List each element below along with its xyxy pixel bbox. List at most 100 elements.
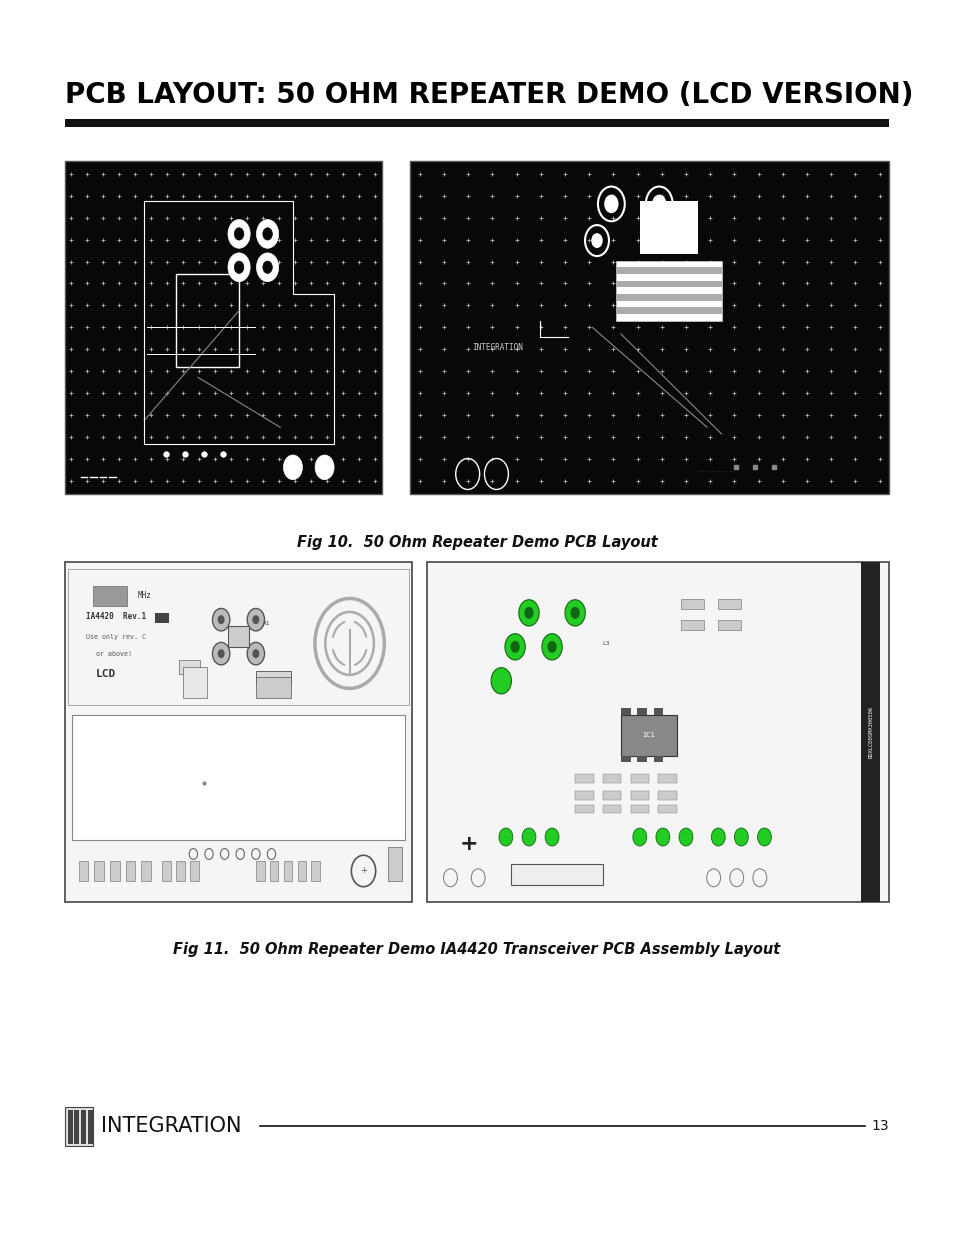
Bar bbox=[680, 599, 703, 610]
Text: IC1: IC1 bbox=[642, 732, 655, 739]
Text: Use only rev. C: Use only rev. C bbox=[86, 634, 146, 640]
Bar bbox=[653, 756, 662, 762]
Text: LCD: LCD bbox=[96, 669, 116, 679]
Bar bbox=[680, 620, 703, 630]
Circle shape bbox=[734, 827, 747, 846]
Bar bbox=[255, 671, 291, 684]
Bar bbox=[637, 708, 646, 715]
Circle shape bbox=[228, 220, 250, 248]
Circle shape bbox=[234, 261, 244, 273]
Circle shape bbox=[656, 827, 669, 846]
Text: X1: X1 bbox=[262, 620, 270, 626]
Bar bbox=[255, 677, 291, 698]
Bar bbox=[620, 715, 676, 756]
Bar bbox=[861, 562, 879, 902]
Bar bbox=[620, 756, 630, 762]
Text: . . . . . . . . . . .: . . . . . . . . . . . bbox=[697, 468, 734, 473]
Text: Fig 11.  50 Ohm Repeater Demo IA4420 Transceiver PCB Assembly Layout: Fig 11. 50 Ohm Repeater Demo IA4420 Tran… bbox=[173, 942, 780, 957]
Bar bbox=[630, 774, 648, 783]
Bar bbox=[110, 861, 120, 882]
Circle shape bbox=[256, 220, 278, 248]
Text: IA4420  Rev.1: IA4420 Rev.1 bbox=[86, 611, 146, 621]
Text: Fig 10.  50 Ohm Repeater Demo PCB Layout: Fig 10. 50 Ohm Repeater Demo PCB Layout bbox=[296, 535, 657, 550]
Bar bbox=[297, 861, 306, 882]
Bar bbox=[602, 792, 620, 800]
Circle shape bbox=[213, 609, 230, 631]
Text: PCB LAYOUT: 50 OHM REPEATER DEMO (LCD VERSION): PCB LAYOUT: 50 OHM REPEATER DEMO (LCD VE… bbox=[65, 80, 912, 109]
Text: INTEGRATION: INTEGRATION bbox=[472, 343, 523, 352]
Text: +: + bbox=[459, 834, 477, 853]
Bar bbox=[718, 620, 740, 630]
Bar bbox=[658, 792, 676, 800]
Bar bbox=[616, 280, 720, 288]
Bar bbox=[658, 774, 676, 783]
Circle shape bbox=[253, 615, 259, 624]
Bar bbox=[602, 774, 620, 783]
Bar bbox=[718, 599, 740, 610]
Text: +: + bbox=[359, 867, 367, 876]
Bar bbox=[228, 626, 249, 647]
Text: INTEGRATION: INTEGRATION bbox=[101, 1116, 241, 1136]
Circle shape bbox=[213, 642, 230, 664]
Bar bbox=[283, 861, 292, 882]
Bar bbox=[388, 847, 401, 882]
Bar bbox=[88, 1110, 92, 1144]
Circle shape bbox=[263, 261, 272, 273]
Circle shape bbox=[524, 606, 533, 619]
Bar bbox=[175, 274, 239, 367]
Bar bbox=[68, 1110, 72, 1144]
Bar bbox=[94, 861, 104, 882]
Bar bbox=[616, 294, 720, 300]
Bar bbox=[616, 261, 720, 321]
Circle shape bbox=[283, 454, 302, 479]
Circle shape bbox=[504, 634, 525, 659]
Circle shape bbox=[591, 233, 602, 248]
Circle shape bbox=[603, 195, 618, 214]
Bar bbox=[427, 562, 888, 902]
Circle shape bbox=[217, 615, 224, 624]
Text: or above!: or above! bbox=[96, 651, 132, 657]
Bar bbox=[630, 792, 648, 800]
Bar bbox=[71, 715, 405, 841]
Text: BATTERY: BATTERY bbox=[524, 871, 550, 876]
Text: L3: L3 bbox=[602, 641, 610, 646]
Bar bbox=[74, 1110, 79, 1144]
Circle shape bbox=[564, 600, 585, 626]
Bar bbox=[65, 1107, 93, 1146]
Bar bbox=[653, 708, 662, 715]
Bar bbox=[575, 805, 593, 813]
Bar bbox=[65, 161, 381, 494]
Bar bbox=[620, 708, 630, 715]
Bar bbox=[255, 861, 264, 882]
Bar bbox=[510, 864, 602, 884]
Circle shape bbox=[652, 195, 666, 214]
Text: RDXLCD0SMA300506: RDXLCD0SMA300506 bbox=[867, 705, 872, 758]
Circle shape bbox=[247, 642, 264, 664]
Text: MHz: MHz bbox=[137, 592, 152, 600]
Circle shape bbox=[217, 650, 224, 658]
Circle shape bbox=[518, 600, 538, 626]
Circle shape bbox=[521, 827, 536, 846]
Bar bbox=[65, 562, 412, 902]
Circle shape bbox=[234, 227, 244, 240]
Bar bbox=[92, 585, 128, 606]
Bar bbox=[81, 1110, 86, 1144]
Circle shape bbox=[228, 253, 250, 282]
Bar bbox=[410, 161, 888, 494]
Bar bbox=[658, 805, 676, 813]
Bar bbox=[575, 774, 593, 783]
Bar bbox=[155, 613, 169, 622]
Circle shape bbox=[510, 641, 519, 653]
Bar bbox=[183, 667, 207, 698]
Circle shape bbox=[498, 827, 513, 846]
Circle shape bbox=[263, 227, 272, 240]
Circle shape bbox=[491, 668, 511, 694]
Circle shape bbox=[247, 609, 264, 631]
Bar bbox=[79, 861, 89, 882]
Bar bbox=[602, 805, 620, 813]
Circle shape bbox=[570, 606, 579, 619]
Circle shape bbox=[544, 827, 558, 846]
Circle shape bbox=[679, 827, 692, 846]
Bar bbox=[637, 756, 646, 762]
Bar bbox=[616, 308, 720, 314]
